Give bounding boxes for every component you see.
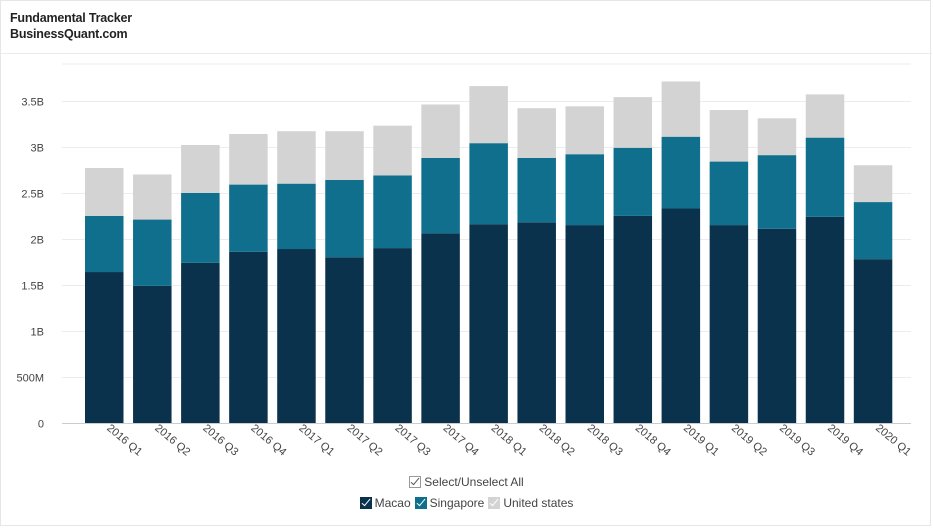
y-tick-label: 3.5B (21, 97, 44, 109)
bar-united-states[interactable] (805, 94, 845, 138)
legend-label-singapore: Singapore (429, 496, 485, 510)
bar-macao[interactable] (661, 208, 701, 423)
x-tick-label: 2017 Q2 (345, 422, 385, 458)
bar-united-states[interactable] (853, 165, 893, 203)
chart-title: Fundamental Tracker (10, 11, 132, 25)
x-tick-label: 2019 Q4 (825, 422, 865, 458)
bar-united-states[interactable] (517, 108, 556, 158)
x-tick-label: 2018 Q2 (537, 422, 577, 458)
bar-singapore[interactable] (757, 155, 797, 229)
legend-item-macao[interactable]: Macao (359, 496, 411, 510)
legend-label-macao: Macao (374, 496, 411, 510)
y-tick-label: 2.5B (21, 189, 44, 201)
bar-macao[interactable] (133, 285, 172, 423)
bar-singapore[interactable] (613, 147, 653, 216)
bar-singapore[interactable] (133, 219, 172, 286)
checkbox-checked-icon (414, 497, 427, 509)
legend-item-singapore[interactable]: Singapore (414, 496, 485, 510)
y-tick-label: 2B (31, 235, 44, 247)
bar-united-states[interactable] (661, 81, 701, 137)
bar-macao[interactable] (517, 222, 556, 423)
bar-macao[interactable] (805, 216, 845, 423)
bar-united-states[interactable] (229, 133, 268, 185)
x-tick-label: 2019 Q2 (729, 422, 769, 458)
legend-label-united-states: United states (503, 496, 574, 510)
bar-united-states[interactable] (757, 118, 797, 156)
bar-macao[interactable] (469, 224, 508, 423)
header-divider (1, 53, 932, 54)
bar-singapore[interactable] (517, 157, 556, 223)
bar-united-states[interactable] (421, 104, 460, 158)
x-tick-label: 2016 Q4 (248, 422, 288, 458)
bar-singapore[interactable] (421, 157, 460, 234)
bar-singapore[interactable] (325, 179, 364, 258)
bar-united-states[interactable] (133, 174, 172, 220)
legend-item-united-states[interactable]: United states (488, 496, 573, 510)
x-tick-label: 2017 Q4 (441, 422, 481, 458)
checkbox-checked-icon (488, 497, 501, 509)
chart-source: BusinessQuant.com (10, 27, 128, 41)
bar-macao[interactable] (181, 262, 220, 423)
x-tick-label: 2016 Q1 (104, 422, 144, 458)
bar-singapore[interactable] (469, 143, 508, 225)
select-all-label: Select/Unselect All (424, 475, 524, 489)
y-tick-label: 1.5B (21, 281, 44, 293)
bar-singapore[interactable] (181, 192, 220, 263)
select-all-toggle[interactable]: Select/Unselect All (409, 475, 524, 489)
bar-united-states[interactable] (181, 145, 220, 193)
bar-macao[interactable] (85, 272, 124, 423)
x-tick-label: 2019 Q3 (777, 422, 817, 458)
bar-singapore[interactable] (853, 202, 893, 260)
bar-singapore[interactable] (805, 137, 845, 217)
y-tick-label: 500M (16, 373, 44, 385)
bar-united-states[interactable] (565, 106, 605, 155)
bar-united-states[interactable] (325, 131, 364, 180)
bar-macao[interactable] (757, 228, 797, 423)
bar-united-states[interactable] (709, 110, 749, 162)
bar-macao[interactable] (853, 259, 893, 423)
y-axis-ticks: 0 500M 1B 1.5B 2B 2.5B 3B 3.5B (16, 97, 44, 431)
bar-macao[interactable] (229, 251, 268, 423)
bar-singapore[interactable] (565, 154, 605, 226)
select-all-checkbox-icon (409, 476, 422, 488)
bar-singapore[interactable] (229, 184, 268, 252)
bar-united-states[interactable] (277, 131, 316, 184)
bar-macao[interactable] (421, 233, 460, 423)
bar-macao[interactable] (613, 215, 653, 423)
bar-macao[interactable] (709, 225, 749, 423)
x-axis-ticks: 2016 Q1 2016 Q2 2016 Q3 2016 Q4 2017 Q1 2017 … (104, 422, 913, 458)
y-tick-label: 3B (31, 143, 44, 155)
bar-singapore[interactable] (277, 183, 316, 250)
x-tick-label: 2020 Q1 (873, 422, 913, 458)
checkbox-checked-icon (359, 497, 372, 509)
bar-singapore[interactable] (85, 215, 124, 273)
y-tick-label: 1B (31, 327, 44, 339)
bar-macao[interactable] (373, 248, 412, 423)
x-tick-label: 2018 Q1 (489, 422, 529, 458)
bar-united-states[interactable] (613, 97, 653, 148)
bar-macao[interactable] (565, 225, 605, 423)
bar-singapore[interactable] (661, 136, 701, 209)
select-all-row: Select/Unselect All (0, 475, 933, 489)
bar-united-states[interactable] (85, 168, 124, 216)
x-tick-label: 2016 Q2 (152, 422, 192, 458)
legend: Macao Singapore United states (0, 496, 933, 510)
x-tick-label: 2017 Q3 (393, 422, 433, 458)
y-tick-label: 0 (38, 419, 44, 431)
x-tick-label: 2016 Q3 (200, 422, 240, 458)
bar-macao[interactable] (325, 257, 364, 423)
bar-united-states[interactable] (469, 86, 508, 144)
bars (85, 81, 893, 423)
bar-united-states[interactable] (373, 125, 412, 176)
x-tick-label: 2019 Q1 (681, 422, 721, 458)
bar-macao[interactable] (277, 249, 316, 423)
x-tick-label: 2017 Q1 (296, 422, 336, 458)
x-tick-label: 2018 Q3 (585, 422, 625, 458)
x-tick-label: 2018 Q4 (633, 422, 673, 458)
bar-singapore[interactable] (373, 175, 412, 249)
bar-singapore[interactable] (709, 161, 749, 226)
chart-header: Fundamental Tracker BusinessQuant.com (10, 10, 132, 43)
